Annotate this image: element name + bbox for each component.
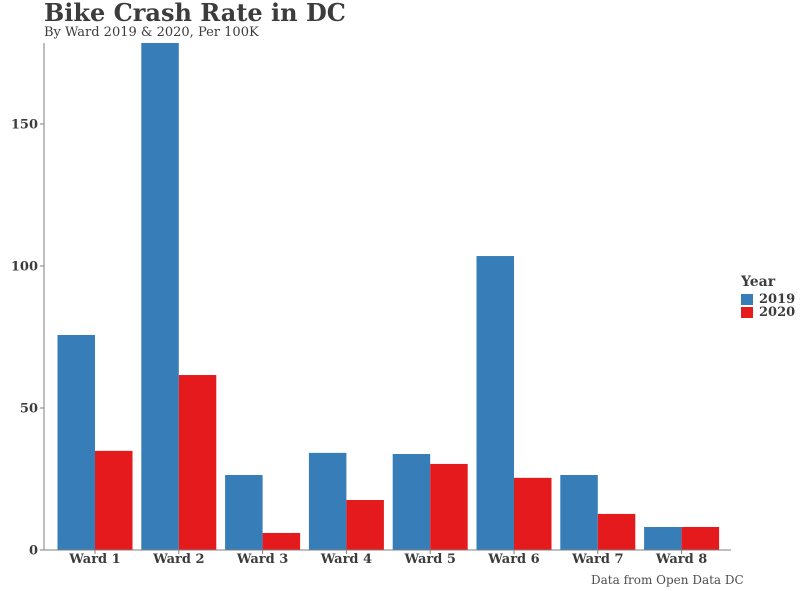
bar-ward-8-2020 <box>681 526 720 550</box>
x-tick-label: Ward 4 <box>320 552 372 567</box>
x-tick-label: Ward 1 <box>68 552 120 567</box>
bar-ward-2-2020 <box>178 375 217 550</box>
bar-ward-5-2019 <box>392 453 431 550</box>
bar-ward-1-2020 <box>95 450 133 550</box>
legend-label-2019: 2019 <box>759 292 796 307</box>
y-axis: 0 50 100 150 <box>11 43 45 559</box>
legend: Year 2019 2020 <box>741 274 796 320</box>
legend-item-2020: 2020 <box>741 305 796 320</box>
chart-subtitle: By Ward 2019 & 2020, Per 100K <box>44 25 259 40</box>
bar-ward-1-2019 <box>57 334 95 550</box>
y-tick-label: 150 <box>11 117 38 132</box>
x-tick-label: Ward 2 <box>152 552 204 567</box>
bar-ward-4-2019 <box>308 452 347 550</box>
bar-ward-3-2020 <box>262 532 301 550</box>
y-tick-label: 0 <box>29 544 38 559</box>
chart-caption: Data from Open Data DC <box>591 573 744 587</box>
x-axis: Ward 1 Ward 2 Ward 3 Ward 4 Ward 5 Ward 6 Ward… <box>44 549 731 567</box>
x-tick-label: Ward 6 <box>487 552 539 567</box>
x-tick-label: Ward 7 <box>571 552 623 567</box>
bar-ward-6-2019 <box>476 256 514 550</box>
bar-ward-8-2019 <box>644 526 682 550</box>
legend-title: Year <box>741 274 776 290</box>
bar-ward-7-2019 <box>560 475 598 550</box>
bar-ward-2-2019 <box>141 43 179 550</box>
bar-ward-4-2020 <box>346 500 384 550</box>
chart-title: Bike Crash Rate in DC <box>44 0 346 27</box>
x-tick-label: Ward 8 <box>655 552 707 567</box>
legend-label-2020: 2020 <box>759 305 796 320</box>
y-tick-label: 100 <box>11 259 38 274</box>
bar-ward-3-2019 <box>225 475 263 550</box>
x-tick-label: Ward 5 <box>403 552 455 567</box>
bars-group <box>57 43 720 550</box>
bar-ward-6-2020 <box>514 477 552 550</box>
bar-ward-5-2020 <box>430 463 468 550</box>
legend-swatch-2020 <box>741 307 753 318</box>
bar-ward-7-2020 <box>597 513 636 550</box>
x-tick-label: Ward 3 <box>236 552 288 567</box>
legend-swatch-2019 <box>741 294 753 305</box>
y-tick-label: 50 <box>20 401 38 416</box>
legend-item-2019: 2019 <box>741 292 796 307</box>
